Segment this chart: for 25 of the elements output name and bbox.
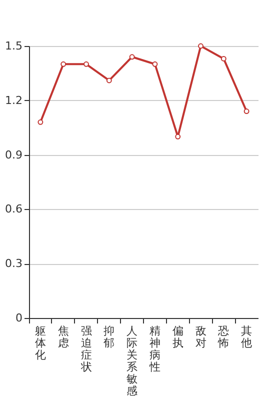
x-tick-label: 强迫症状 xyxy=(80,324,92,374)
y-tick-label: 0.9 xyxy=(5,148,22,162)
x-tick-label: 敌对 xyxy=(195,324,206,350)
x-tick-label: 焦虑 xyxy=(58,324,69,350)
point xyxy=(152,61,158,67)
y-tick-label: 1.5 xyxy=(5,40,22,52)
point xyxy=(38,119,44,125)
x-tick-label: 抑郁 xyxy=(104,324,115,350)
y-tick-label: 0.6 xyxy=(5,202,22,216)
y-tick-label: 0.3 xyxy=(5,257,22,270)
point xyxy=(129,54,135,60)
point xyxy=(244,108,250,114)
x-tick-label: 躯体化 xyxy=(34,324,46,362)
point xyxy=(84,61,89,67)
x-tick-label: 精神病性 xyxy=(148,324,160,374)
x-tick-label: 偏执 xyxy=(172,324,184,350)
point xyxy=(198,43,204,49)
point xyxy=(106,78,112,84)
x-tick-label: 恐怖 xyxy=(217,324,230,350)
y-tick-label: 0 xyxy=(16,312,22,324)
x-tick-label: 人际关系敏感 xyxy=(126,324,138,398)
y-tick-label: 1.2 xyxy=(5,94,22,107)
x-tick-label: 其他 xyxy=(241,324,252,350)
point xyxy=(220,56,226,62)
point xyxy=(60,61,66,67)
